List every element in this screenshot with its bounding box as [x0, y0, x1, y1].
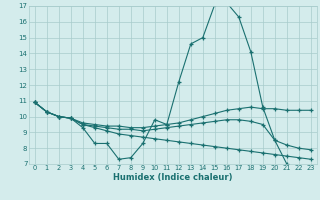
X-axis label: Humidex (Indice chaleur): Humidex (Indice chaleur) — [113, 173, 233, 182]
